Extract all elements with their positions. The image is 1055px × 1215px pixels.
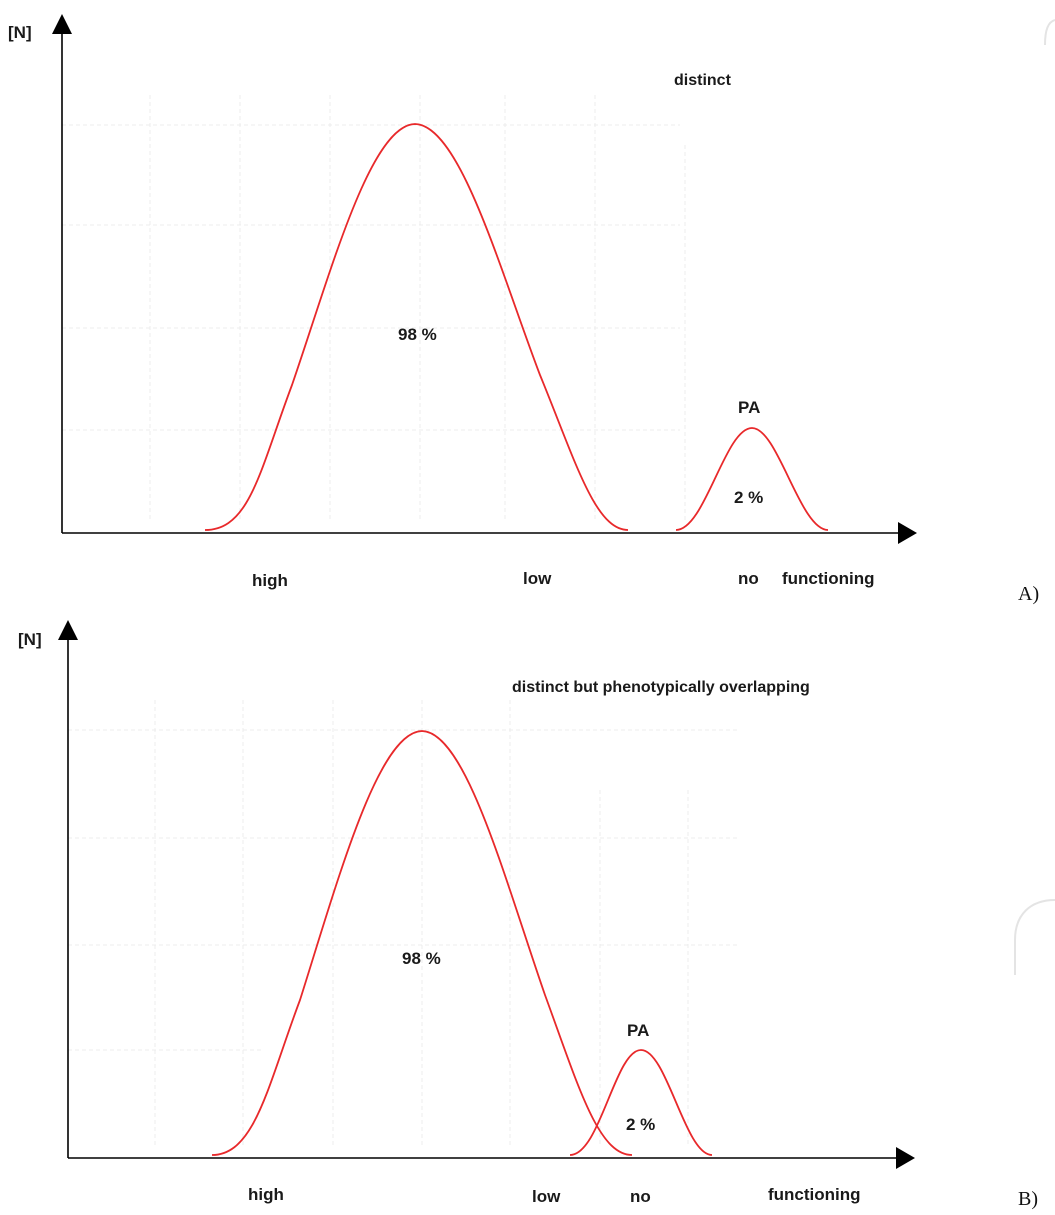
panel-b-x-label-low: low <box>532 1187 561 1206</box>
panel-b-x-label-functioning: functioning <box>768 1185 861 1204</box>
watermark-arc <box>1014 899 1055 975</box>
panel-b-y-label: [N] <box>18 630 42 649</box>
panel-b: [N] distinct but phenotypically overlapp… <box>18 620 1038 1210</box>
panel-a-x-label-low: low <box>523 569 552 588</box>
panel-b-pa-curve <box>569 1049 713 1156</box>
panel-b-main-curve <box>211 730 633 1156</box>
panel-a-pa-curve <box>675 427 829 531</box>
panel-b-x-label-no: no <box>630 1187 651 1206</box>
panel-b-y-arrow <box>58 620 78 640</box>
panel-b-tag: B) <box>1018 1188 1038 1210</box>
panel-a-tag: A) <box>1018 583 1039 605</box>
panel-b-pa-title: PA <box>627 1021 649 1040</box>
panel-a-x-label-functioning: functioning <box>782 569 875 588</box>
panel-a-y-arrow <box>52 14 72 34</box>
panel-a-pa-title: PA <box>738 398 760 417</box>
panel-a-title: distinct <box>674 72 732 89</box>
panel-a-pa-label: 2 % <box>734 488 763 507</box>
panel-a-main-curve <box>204 123 629 531</box>
panel-a-main-label: 98 % <box>398 325 437 344</box>
panel-b-pa-label: 2 % <box>626 1115 655 1134</box>
panel-a-grid <box>62 95 686 520</box>
panel-a: [N] distinct 98 % PA 2 % high low no fun… <box>8 14 1039 605</box>
panel-a-x-label-high: high <box>252 571 288 590</box>
panel-b-title: distinct but phenotypically overlapping <box>512 679 810 696</box>
panel-b-x-label-high: high <box>248 1185 284 1204</box>
panel-a-y-label: [N] <box>8 23 32 42</box>
panel-a-x-arrow <box>898 522 917 544</box>
panel-b-main-label: 98 % <box>402 949 441 968</box>
watermark-arc-top <box>1044 19 1055 46</box>
panel-b-grid <box>68 700 740 1145</box>
panel-b-x-arrow <box>896 1147 915 1169</box>
panel-a-x-label-no: no <box>738 569 759 588</box>
